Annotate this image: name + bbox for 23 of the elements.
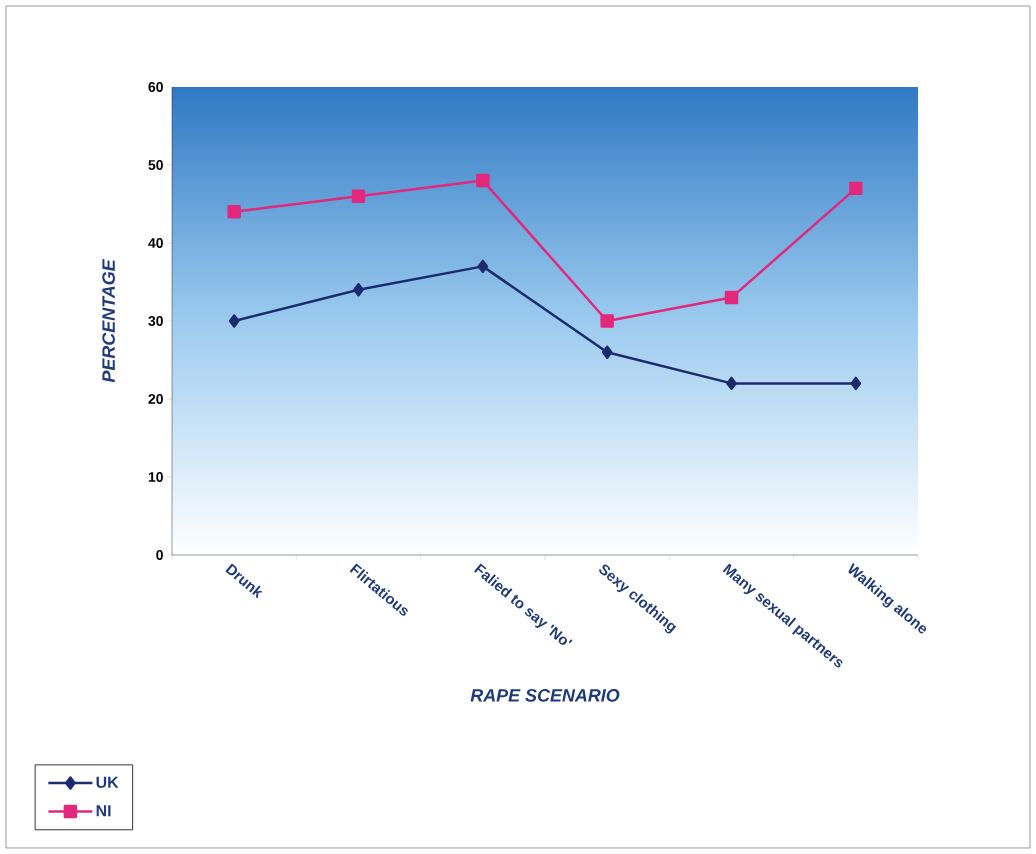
point <box>850 376 862 391</box>
point <box>724 290 739 305</box>
point <box>600 314 614 328</box>
point <box>351 189 366 203</box>
legend-label: NI <box>96 805 111 817</box>
point <box>477 259 489 274</box>
y-tick-label: 30 <box>148 316 163 326</box>
y-tick-label: 40 <box>148 238 163 248</box>
y-tick-label: 50 <box>148 160 163 170</box>
point <box>726 376 737 391</box>
y-tick-label: 20 <box>148 394 163 404</box>
point <box>353 283 364 297</box>
legend-label: UK <box>96 776 119 788</box>
point <box>476 173 490 188</box>
point <box>849 181 863 196</box>
y-tick-label: 60 <box>148 82 163 92</box>
point <box>228 314 240 328</box>
y-tick-label: 0 <box>156 550 163 560</box>
point <box>601 345 613 359</box>
point <box>227 205 241 219</box>
x-axis-title: RAPE SCENARIO <box>470 689 620 702</box>
y-axis-title: PERCENTAGE <box>102 258 115 383</box>
y-tick-label: 10 <box>148 472 163 482</box>
